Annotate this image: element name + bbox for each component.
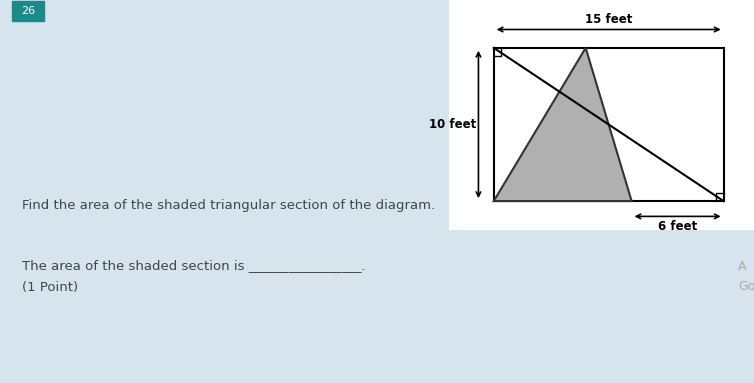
Bar	[494, 48, 724, 201]
FancyBboxPatch shape	[12, 1, 44, 21]
Text: 15 feet: 15 feet	[585, 13, 633, 26]
FancyBboxPatch shape	[449, 0, 754, 230]
Text: A: A	[738, 260, 746, 272]
Text: (1 Point): (1 Point)	[22, 280, 78, 293]
Text: Go: Go	[738, 280, 754, 293]
Text: The area of the shaded section is _________________.: The area of the shaded section is ______…	[22, 260, 366, 272]
Polygon shape	[494, 48, 632, 201]
Text: Find the area of the shaded triangular section of the diagram.: Find the area of the shaded triangular s…	[22, 198, 435, 211]
Text: 10 feet: 10 feet	[429, 118, 476, 131]
Text: 6 feet: 6 feet	[658, 220, 697, 233]
Text: 26: 26	[21, 6, 35, 16]
